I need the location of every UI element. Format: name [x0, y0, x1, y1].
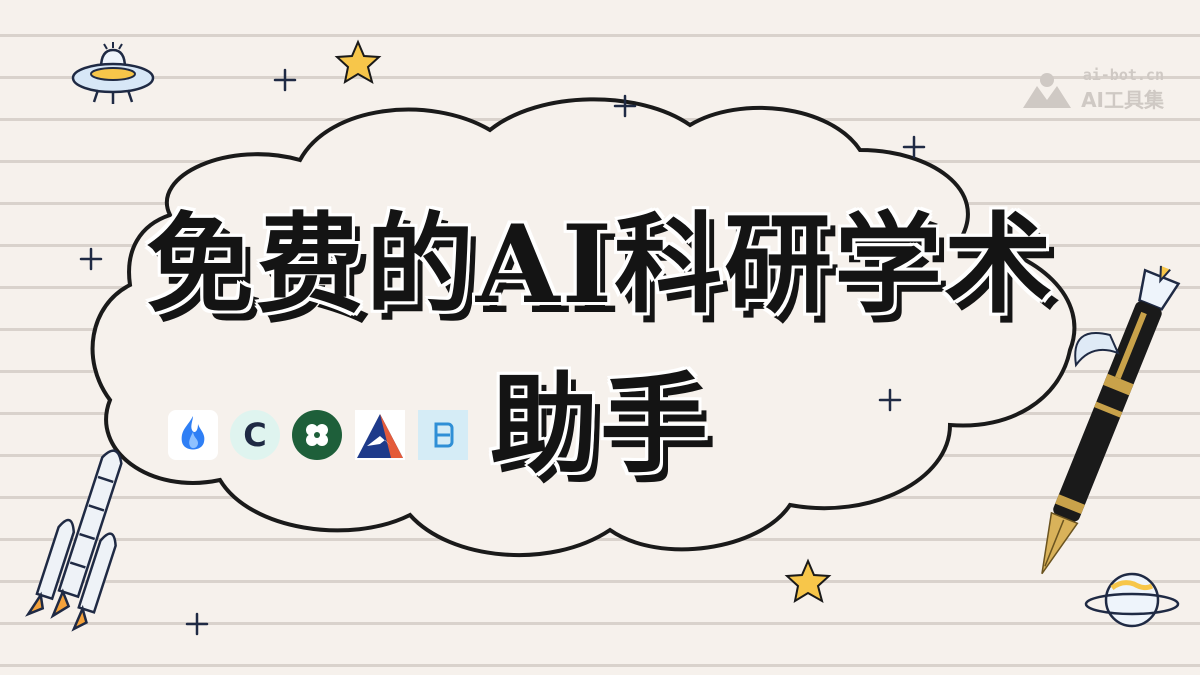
planet-icon — [1084, 572, 1180, 628]
sparkle-icon — [613, 94, 637, 118]
star-icon — [784, 558, 832, 604]
star-icon — [334, 39, 382, 85]
bracket-b-logo-icon — [418, 410, 468, 460]
green-clover-logo-icon — [292, 410, 342, 460]
title-line-2: 助手 — [489, 362, 710, 488]
pen-icon — [1041, 265, 1181, 575]
watermark: ai-bot.cn AI工具集 — [1023, 66, 1164, 113]
sparkle-icon — [878, 388, 902, 412]
sparkle-icon — [902, 135, 926, 159]
ufo-icon — [71, 42, 155, 104]
title-line-1: 免费的AI科研学术 — [145, 202, 1055, 328]
watermark-name: AI工具集 — [1081, 88, 1164, 112]
c-chat-logo-icon: C — [230, 410, 280, 460]
sparkle-icon — [79, 247, 103, 271]
ai-bot-logo-icon — [1023, 73, 1072, 108]
watermark-url: ai-bot.cn — [1082, 66, 1164, 84]
c-chat-logo-letter: C — [243, 416, 267, 454]
rocket-icon — [25, 449, 123, 632]
flame-logo-icon — [168, 410, 218, 460]
sparkle-icon — [273, 68, 297, 92]
mountain-a-logo-icon — [355, 410, 405, 460]
sparkle-icon — [185, 612, 209, 636]
